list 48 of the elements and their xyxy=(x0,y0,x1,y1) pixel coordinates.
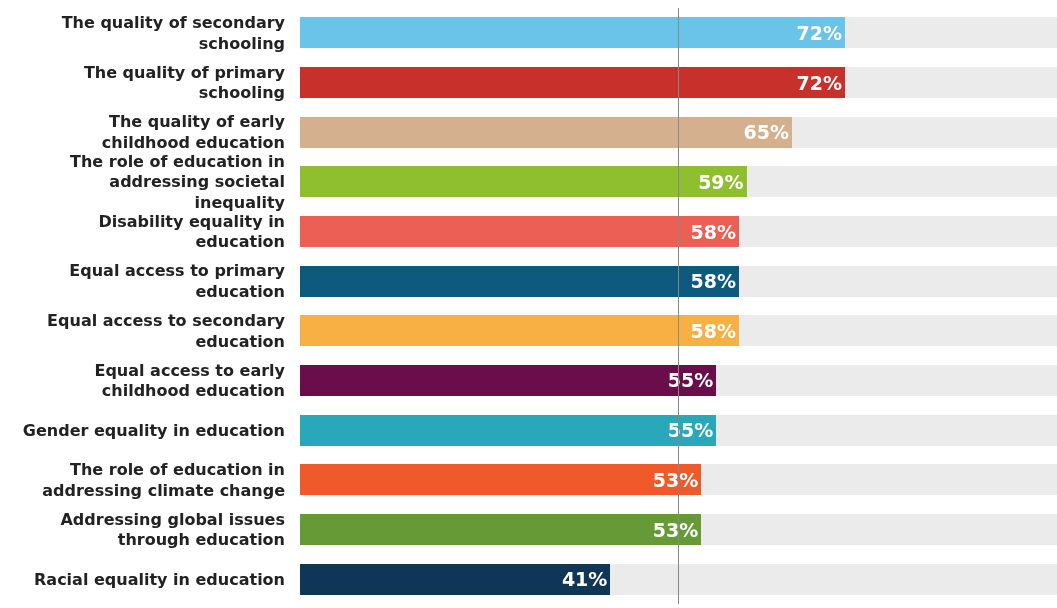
bar xyxy=(300,364,717,397)
data-label: 72% xyxy=(796,71,843,94)
data-label: 58% xyxy=(690,270,737,293)
bar xyxy=(300,166,747,198)
bar xyxy=(701,464,1057,496)
y-tick-label: The quality of secondary schooling xyxy=(61,13,286,53)
data-label: 58% xyxy=(690,319,737,342)
data-label: 41% xyxy=(561,568,608,591)
bar xyxy=(300,215,740,248)
y-tick-label: Equal access to primary education xyxy=(69,261,286,302)
y-tick-label: Equal access to early childhood education xyxy=(94,360,286,401)
data-label: 59% xyxy=(698,170,744,193)
bar xyxy=(716,364,1057,397)
bar xyxy=(792,116,1057,148)
bar xyxy=(300,414,717,446)
bar xyxy=(300,17,846,49)
bar xyxy=(300,315,740,347)
bar xyxy=(300,66,846,99)
bar xyxy=(739,315,1057,347)
data-label: 58% xyxy=(690,220,737,243)
bar xyxy=(739,265,1057,297)
y-tick-label: Disability equality in education xyxy=(98,211,285,252)
y-tick-label: The role of education in addressing societal inequality xyxy=(70,151,286,213)
y-tick-label: The quality of primary schooling xyxy=(83,62,286,103)
bar xyxy=(300,265,740,297)
data-label: 72% xyxy=(796,21,843,44)
y-tick-label: Racial equality in education xyxy=(34,569,285,589)
y-tick-label: The role of education in addressing climate change xyxy=(42,460,286,500)
data-label: 55% xyxy=(667,369,714,392)
data-label: 53% xyxy=(652,518,699,541)
data-label: 65% xyxy=(743,121,790,144)
bar xyxy=(746,166,1057,198)
bar xyxy=(739,215,1057,248)
data-label: 55% xyxy=(667,419,714,442)
bar xyxy=(845,17,1057,49)
bar xyxy=(701,513,1057,546)
bar xyxy=(610,563,1057,595)
bar xyxy=(300,513,702,546)
y-tick-label: Equal access to secondary education xyxy=(47,311,286,351)
bar xyxy=(300,116,793,148)
y-tick-label: Addressing global issues through education xyxy=(60,509,285,550)
bar xyxy=(300,563,611,595)
y-tick-label: Gender equality in education xyxy=(22,420,285,440)
bar xyxy=(300,464,702,496)
y-tick-label: The quality of early childhood education xyxy=(101,112,286,153)
bar xyxy=(716,414,1057,446)
bar xyxy=(845,66,1057,99)
data-label: 53% xyxy=(652,468,699,491)
